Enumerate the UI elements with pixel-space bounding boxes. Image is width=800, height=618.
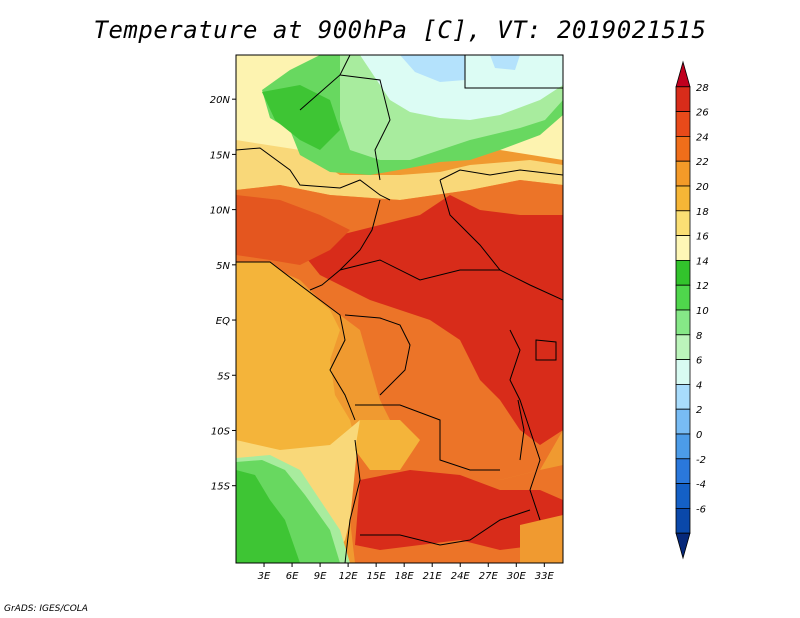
- lat-tick-label: 15N: [210, 150, 231, 161]
- orange-region-southeast: [520, 515, 563, 563]
- border-line: [236, 261, 356, 421]
- border-line: [464, 55, 563, 89]
- orange-light-south: [355, 420, 420, 470]
- country-borders: [236, 55, 563, 563]
- colorbar-label: 12: [696, 281, 709, 292]
- border-line: [344, 314, 411, 396]
- grads-credit: GrADS: IGES/COLA: [4, 604, 88, 614]
- colorbar-label: 16: [696, 232, 709, 243]
- colorbar-label: 22: [696, 157, 709, 168]
- colorbar-arrow-top: [675, 60, 691, 88]
- border-line: [439, 179, 563, 301]
- colorbar-label: 6: [696, 356, 702, 367]
- blue-patch-northeast: [490, 55, 520, 70]
- colorbar-swatch: [675, 284, 691, 311]
- border-line: [439, 169, 563, 181]
- colorbar-swatch: [675, 507, 691, 534]
- colorbar-label: -2: [696, 455, 706, 466]
- cyan-region-north: [360, 55, 563, 120]
- colorbar-swatch: [675, 185, 691, 212]
- lon-tick-label: 27E: [479, 571, 499, 582]
- lat-tick-label: 10N: [210, 206, 231, 217]
- map-frame: [235, 54, 564, 564]
- lat-tick-label: 15S: [211, 482, 231, 493]
- colorbar-label: 18: [696, 207, 709, 218]
- border-line: [309, 199, 381, 291]
- colorbar-swatch: [675, 458, 691, 484]
- colorbar-swatch: [675, 309, 691, 336]
- colorbar-swatch: [675, 160, 691, 187]
- colorbar-label: -6: [696, 504, 706, 515]
- lon-tick-label: 9E: [314, 571, 327, 582]
- colorbar-swatch: [675, 408, 691, 435]
- colorbar-label: 2: [696, 405, 702, 416]
- dark-green-patch-north: [262, 85, 340, 150]
- lat-tick-label: EQ: [216, 316, 230, 327]
- colorbar-label: 0: [696, 430, 702, 441]
- colorbar-swatch: [675, 210, 691, 237]
- colorbar-swatch: [675, 383, 691, 410]
- colorbar-swatch: [675, 235, 691, 261]
- lon-tick-label: 15E: [367, 571, 387, 582]
- colorbar-label: 10: [696, 306, 709, 317]
- border-line: [360, 509, 531, 546]
- lon-tick-label: 6E: [286, 571, 299, 582]
- lon-tick-label: 30E: [507, 571, 527, 582]
- map-title: Temperature at 900hPa [C], VT: 201902151…: [93, 16, 707, 44]
- lon-tick-label: 21E: [423, 571, 443, 582]
- lake-outline: [517, 399, 525, 461]
- lon-tick-label: 12E: [339, 571, 359, 582]
- colorbar-label: 28: [696, 83, 709, 94]
- lon-tick-label: 24E: [451, 571, 471, 582]
- colorbar-label: 4: [696, 380, 702, 391]
- red-orange-region-west: [236, 195, 350, 265]
- latitude-axis: 20N 15N 10N 5N EQ 5S 10S 15S: [210, 95, 236, 493]
- longitude-axis: 3E 6E 9E 12E 15E 18E 21E 24E 27E 30E 33E: [258, 563, 555, 582]
- border-line: [509, 329, 541, 521]
- lon-tick-label: 3E: [258, 571, 271, 582]
- border-line: [236, 147, 391, 201]
- colorbar-label: 26: [696, 108, 709, 119]
- lake-outline: [535, 339, 557, 361]
- dark-green-region-southwest: [236, 470, 300, 563]
- colorbar-label: 24: [696, 132, 709, 143]
- colorbar-swatch: [675, 483, 691, 509]
- colorbar-arrow-bottom: [675, 532, 691, 560]
- border-line: [339, 74, 391, 181]
- colorbar-swatch: [675, 359, 691, 385]
- border-line: [344, 439, 361, 563]
- colorbar-label: 14: [696, 256, 709, 267]
- lat-tick-label: 5N: [216, 261, 230, 272]
- lat-tick-label: 20N: [210, 95, 231, 106]
- red-region-central: [300, 195, 563, 445]
- blue-patch-north: [400, 55, 465, 82]
- colorbar-swatch: [675, 334, 691, 360]
- orange-light-coast: [236, 262, 355, 460]
- temperature-field: [236, 55, 563, 563]
- lon-tick-label: 18E: [395, 571, 415, 582]
- red-region-south: [355, 470, 563, 550]
- yellow-region: [236, 140, 563, 200]
- border-line: [355, 404, 500, 471]
- colorbar-label: 8: [696, 331, 702, 342]
- colorbar-swatch: [675, 433, 691, 460]
- border-line: [339, 259, 500, 281]
- colorbar-swatch: [675, 135, 691, 162]
- colorbar-swatch: [675, 259, 691, 286]
- colorbar-label: 20: [696, 182, 709, 193]
- lat-tick-label: 5S: [217, 371, 230, 382]
- colorbar-swatch: [675, 111, 691, 137]
- colorbar-swatch: [675, 86, 691, 113]
- lat-tick-label: 10S: [211, 426, 231, 437]
- colorbar-label: -4: [696, 480, 706, 491]
- lon-tick-label: 33E: [535, 571, 555, 582]
